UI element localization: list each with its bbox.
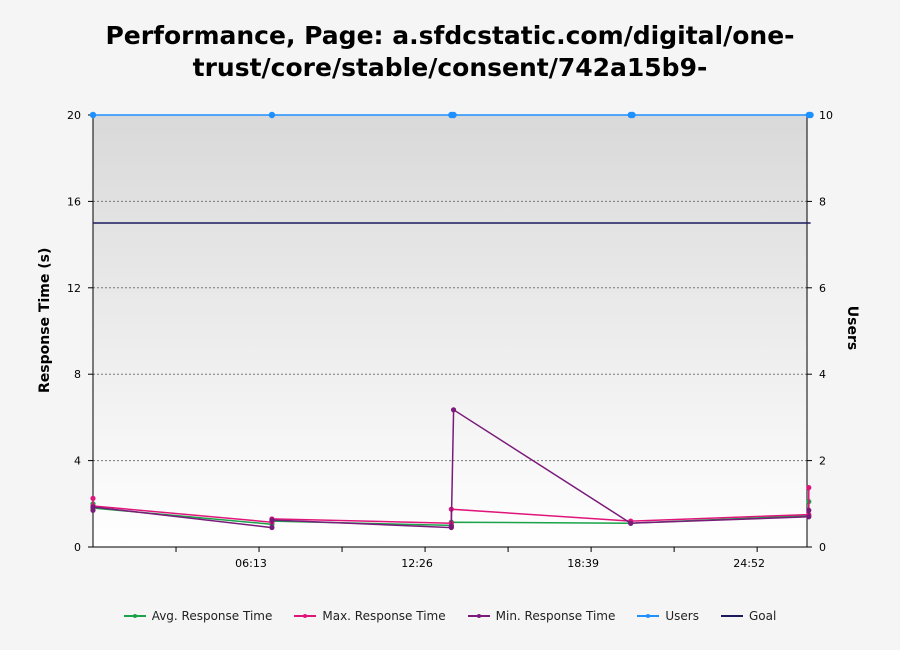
- point-max-response-time: [806, 485, 812, 491]
- y-tick-label-right: 6: [819, 282, 826, 295]
- legend-label-avg-response-time: Avg. Response Time: [151, 609, 273, 623]
- legend-label-goal: Goal: [748, 609, 777, 623]
- chart-legend: Avg. Response Time Max. Response Time Min.…: [0, 606, 900, 626]
- legend-label-min-response-time: Min. Response Time: [495, 609, 616, 623]
- y-tick-label-right: 2: [819, 455, 826, 468]
- plot-background: [93, 115, 807, 547]
- chart-title-line-2: trust/core/stable/consent/742a15b9-: [192, 53, 708, 82]
- point-users: [807, 111, 814, 119]
- point-min-response-time: [90, 504, 96, 510]
- point-min-response-time: [806, 514, 812, 520]
- x-tick-label: 12:26: [401, 557, 433, 570]
- chart-title-line-1: Performance, Page: a.sfdcstatic.com/digi…: [105, 21, 795, 50]
- legend-swatch-max-response-time: [294, 611, 317, 621]
- legend-item-avg-response-time: Avg. Response Time: [123, 606, 273, 626]
- y-tick-label-right: 4: [819, 368, 826, 381]
- point-min-response-time: [450, 407, 457, 413]
- y-tick-label-left: 8: [74, 368, 81, 381]
- legend-item-users: Users: [637, 606, 699, 626]
- legend-swatch-goal: [720, 611, 743, 621]
- x-tick-label: 18:39: [567, 557, 599, 570]
- y-tick-label-left: 4: [74, 455, 81, 468]
- y-tick-label-left: 12: [67, 282, 81, 295]
- legend-label-users: Users: [665, 609, 699, 623]
- point-min-response-time: [806, 507, 812, 513]
- y-tick-label-right: 8: [819, 195, 826, 208]
- x-tick-label: 06:13: [235, 557, 267, 570]
- point-min-response-time: [269, 517, 275, 523]
- y-tick-label-right: 10: [819, 109, 833, 122]
- point-users: [268, 111, 276, 119]
- y-axis-title-right: Users: [844, 305, 860, 351]
- point-users: [89, 111, 97, 119]
- legend-item-min-response-time: Min. Response Time: [467, 606, 616, 626]
- point-max-response-time: [90, 495, 96, 501]
- legend-label-max-response-time: Max. Response Time: [322, 609, 446, 623]
- point-users: [450, 111, 457, 119]
- point-users: [629, 111, 636, 119]
- legend-swatch-users: [637, 611, 660, 621]
- y-tick-label-left: 16: [67, 195, 81, 208]
- y-tick-label-right: 0: [819, 541, 826, 554]
- y-tick-label-left: 20: [67, 109, 81, 122]
- legend-item-goal: Goal: [720, 606, 777, 626]
- x-tick-label: 24:52: [733, 557, 765, 570]
- legend-swatch-min-response-time: [467, 611, 490, 621]
- chart-title: Performance, Page: a.sfdcstatic.com/digi…: [0, 20, 900, 84]
- point-min-response-time: [628, 520, 634, 526]
- point-min-response-time: [448, 523, 454, 530]
- legend-item-max-response-time: Max. Response Time: [294, 606, 446, 626]
- point-min-response-time: [269, 524, 275, 531]
- legend-swatch-avg-response-time: [123, 611, 146, 621]
- y-tick-label-left: 0: [74, 541, 81, 554]
- y-axis-title-left: Response Time (s): [37, 247, 53, 393]
